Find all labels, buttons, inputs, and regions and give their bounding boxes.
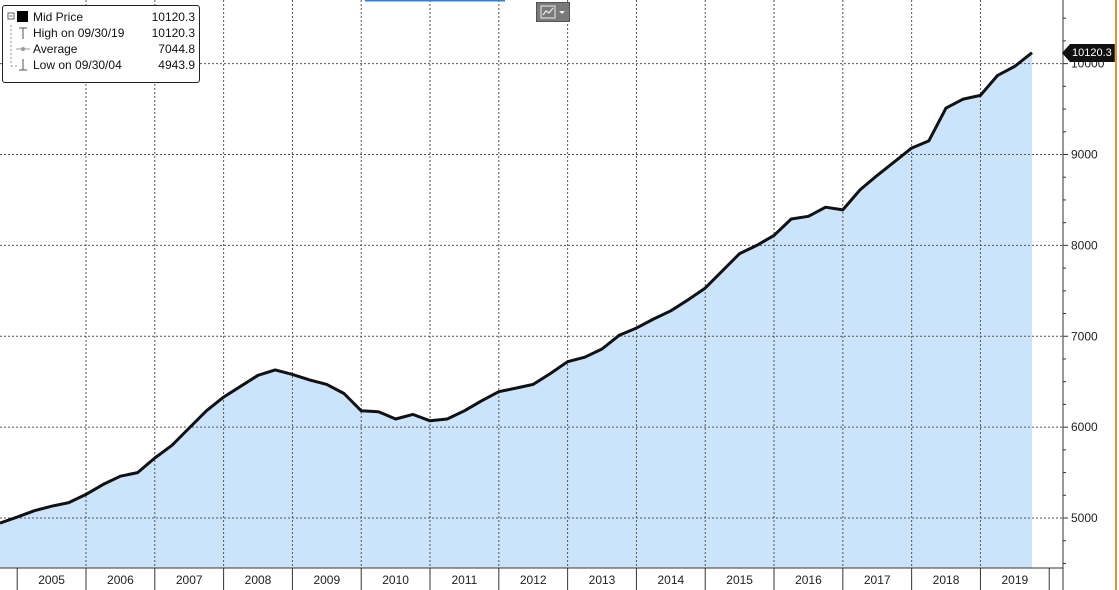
legend-item-high[interactable]: High on 09/30/19 10120.3 (7, 25, 195, 41)
x-tick-label: 2013 (589, 573, 616, 587)
x-tick-label: 2012 (520, 573, 547, 587)
legend-value: 10120.3 (151, 10, 195, 24)
chevron-down-icon (559, 11, 565, 14)
legend-value: 10120.3 (151, 26, 195, 40)
x-tick-label: 2009 (313, 573, 340, 587)
legend-value: 4943.9 (158, 58, 195, 72)
x-tick-label: 2015 (726, 573, 753, 587)
legend-item-mid-price[interactable]: Mid Price 10120.3 (7, 9, 195, 25)
y-tick-label: 5000 (1071, 511, 1098, 525)
chart-type-icon (540, 5, 556, 19)
chart-type-button[interactable] (536, 2, 570, 22)
area-fill (0, 52, 1032, 568)
legend-item-average[interactable]: Average 7044.8 (7, 41, 195, 57)
y-tick-label: 9000 (1071, 147, 1098, 161)
last-value-tag: 10120.3 (1062, 44, 1115, 62)
x-tick-label: 2006 (107, 573, 134, 587)
x-tick-label: 2019 (1001, 573, 1028, 587)
low-marker-icon (7, 57, 31, 73)
legend-label: Mid Price (33, 10, 84, 24)
x-tick-label: 2008 (245, 573, 272, 587)
series-line-mid-price (0, 51, 1033, 525)
y-tick-label: 6000 (1071, 420, 1098, 434)
collapse-square-icon[interactable] (7, 9, 31, 25)
legend-value: 7044.8 (158, 42, 195, 56)
average-marker-icon (7, 41, 31, 57)
x-tick-label: 2011 (452, 573, 478, 587)
high-marker-icon (7, 25, 31, 41)
y-tick-label: 7000 (1071, 329, 1098, 343)
legend-panel: Mid Price 10120.3 High on 09/30/19 10120… (2, 5, 200, 83)
x-tick-label: 2016 (795, 573, 822, 587)
legend-label: Average (33, 42, 78, 56)
x-tick-label: 2017 (864, 573, 891, 587)
x-tick-label: 2010 (382, 573, 409, 587)
x-tick-label: 2018 (933, 573, 960, 587)
legend-item-low[interactable]: Low on 09/30/04 4943.9 (7, 57, 195, 73)
x-tick-label: 2007 (176, 573, 203, 587)
y-tick-label: 8000 (1071, 238, 1098, 252)
x-tick-label: 2014 (657, 573, 684, 587)
legend-label: High on 09/30/19 (33, 26, 125, 40)
x-tick-label: 2005 (38, 573, 65, 587)
legend-label: Low on 09/30/04 (33, 58, 122, 72)
